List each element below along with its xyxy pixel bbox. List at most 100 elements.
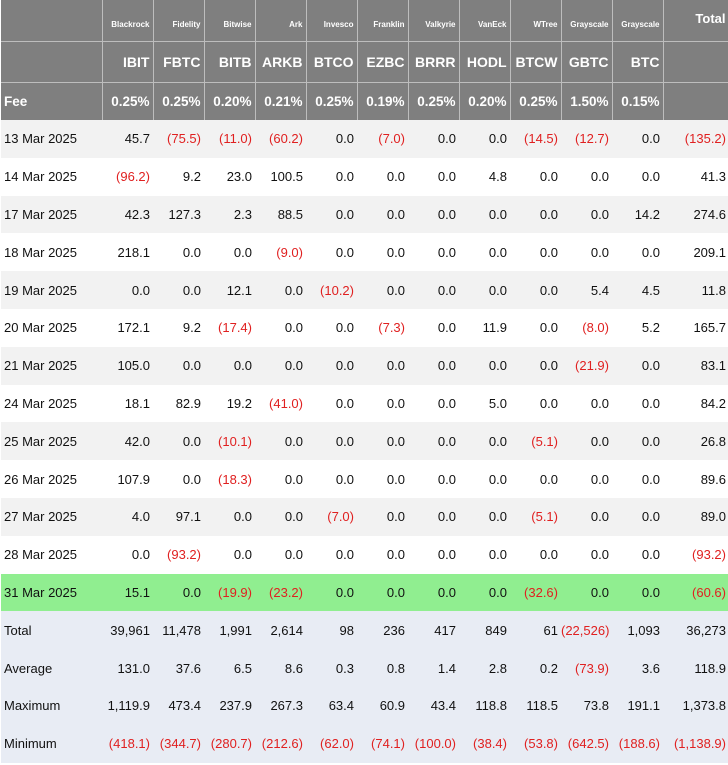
flow-cell: 0.0 <box>612 497 663 536</box>
flow-cell: 0.0 <box>204 535 255 574</box>
flow-cell: 0.0 <box>255 535 306 574</box>
flow-cell: 4.8 <box>459 157 510 196</box>
summary-cell: 1,373.8 <box>663 686 728 725</box>
summary-cell: 237.9 <box>204 686 255 725</box>
summary-cell: (22,526) <box>561 611 612 650</box>
flow-cell: 0.0 <box>153 346 204 385</box>
flow-cell: 0.0 <box>408 460 459 498</box>
summary-cell: 267.3 <box>255 686 306 725</box>
flow-cell: 0.0 <box>408 384 459 423</box>
flow-cell: 0.0 <box>408 233 459 272</box>
flow-cell: 4.5 <box>612 271 663 309</box>
summary-row: Maximum 1,119.9 473.4 237.9 267.3 63.4 60.9 43.… <box>1 686 728 725</box>
flow-cell: 0.0 <box>357 460 408 498</box>
flow-cell: 0.0 <box>408 195 459 234</box>
flow-cell: (7.3) <box>357 308 408 347</box>
summary-cell: (53.8) <box>510 724 561 763</box>
flow-cell: 0.0 <box>561 422 612 461</box>
summary-cell: 118.5 <box>510 686 561 725</box>
flow-cell: 0.0 <box>510 346 561 385</box>
summary-label: Average <box>1 649 102 687</box>
flow-cell: 19.2 <box>204 384 255 423</box>
summary-cell: 37.6 <box>153 649 204 687</box>
summary-cell: 0.3 <box>306 649 357 687</box>
summary-cell: 0.8 <box>357 649 408 687</box>
date-cell: 14 Mar 2025 <box>1 157 102 196</box>
flow-cell: 209.1 <box>663 233 728 272</box>
date-cell: 18 Mar 2025 <box>1 233 102 272</box>
summary-label: Minimum <box>1 724 102 763</box>
issuer-header-cell: Grayscale <box>612 0 664 42</box>
flow-cell: (17.4) <box>204 308 255 347</box>
fee-header-cell <box>663 82 728 120</box>
flow-cell: 0.0 <box>357 384 408 423</box>
table-row: 25 Mar 2025 42.0 0.0 (10.1) 0.0 0.0 0.0 0.0 0.0(… <box>1 422 728 461</box>
flow-cell: 0.0 <box>510 384 561 423</box>
summary-cell: (1,138.9) <box>663 724 728 763</box>
table-row: 14 Mar 2025 (96.2) 9.2 23.0 100.5 0.0 0.0 0.0 4.… <box>1 157 728 196</box>
summary-cell: 73.8 <box>561 686 612 725</box>
flow-cell: 107.9 <box>102 460 153 498</box>
flow-cell: 0.0 <box>357 195 408 234</box>
summary-cell: 131.0 <box>102 649 153 687</box>
flow-cell: 0.0 <box>561 497 612 536</box>
summary-cell: (62.0) <box>306 724 357 763</box>
flow-cell: 172.1 <box>102 308 153 347</box>
flow-cell: 0.0 <box>459 535 510 574</box>
flow-cell: 0.0 <box>357 346 408 385</box>
flow-cell: 5.4 <box>561 271 612 309</box>
fee-header-cell: 0.25% <box>408 82 460 120</box>
flow-cell: 0.0 <box>357 497 408 536</box>
summary-cell: 1,991 <box>204 611 255 650</box>
flow-cell: 0.0 <box>459 497 510 536</box>
flow-cell: 0.0 <box>153 573 204 612</box>
flow-cell: 0.0 <box>612 535 663 574</box>
ticker-header-cell: ARKB <box>255 41 307 83</box>
table-row: 20 Mar 2025 172.1 9.2 (17.4) 0.0 0.0 (7.3) 0.0 1… <box>1 308 728 347</box>
flow-cell: 0.0 <box>255 346 306 385</box>
fee-header-row: Fee 0.25% 0.25% 0.20% 0.21% 0.25% 0.19% 0.25% 0.… <box>1 82 728 120</box>
summary-cell: 43.4 <box>408 686 459 725</box>
flow-cell: 165.7 <box>663 308 728 347</box>
flow-cell: 0.0 <box>306 460 357 498</box>
flow-cell: (11.0) <box>204 120 255 158</box>
flow-cell: 0.0 <box>204 497 255 536</box>
date-cell: 24 Mar 2025 <box>1 384 102 423</box>
date-cell: 31 Mar 2025 <box>1 573 102 612</box>
flow-cell: 0.0 <box>255 497 306 536</box>
issuer-header-cell: Total <box>663 0 728 42</box>
flow-cell: 0.0 <box>612 346 663 385</box>
table-row: 24 Mar 2025 18.1 82.9 19.2 (41.0) 0.0 0.0 0.0 5.… <box>1 384 728 423</box>
summary-cell: 11,478 <box>153 611 204 650</box>
flow-cell: 0.0 <box>153 233 204 272</box>
flow-cell: (60.2) <box>255 120 306 158</box>
fee-header-cell: 1.50% <box>561 82 613 120</box>
issuer-header-cell: Ark <box>255 0 307 42</box>
flow-cell: (7.0) <box>306 497 357 536</box>
flow-cell: 89.0 <box>663 497 728 536</box>
fee-header-cell: 0.25% <box>306 82 358 120</box>
flow-cell: 0.0 <box>153 422 204 461</box>
ticker-header-row: IBIT FBTC BITB ARKB BTCO EZBC BRRR HODL BTCW GBTC… <box>1 41 728 83</box>
flow-cell: (14.5) <box>510 120 561 158</box>
issuer-header-cell: Bitwise <box>204 0 256 42</box>
summary-cell: 60.9 <box>357 686 408 725</box>
issuer-header-cell: WTree <box>510 0 562 42</box>
flow-cell: (60.6) <box>663 573 728 612</box>
flow-cell: 0.0 <box>408 346 459 385</box>
summary-cell: 1,093 <box>612 611 663 650</box>
flow-cell: 83.1 <box>663 346 728 385</box>
flow-cell: 0.0 <box>612 384 663 423</box>
summary-cell: 3.6 <box>612 649 663 687</box>
flow-cell: 11.9 <box>459 308 510 347</box>
flow-cell: 0.0 <box>612 460 663 498</box>
flow-cell: 0.0 <box>561 384 612 423</box>
fee-header-cell: 0.25% <box>102 82 154 120</box>
summary-cell: 118.9 <box>663 649 728 687</box>
flow-cell: 0.0 <box>102 535 153 574</box>
summary-cell: 1.4 <box>408 649 459 687</box>
fee-header-cell: 0.25% <box>153 82 205 120</box>
flow-cell: 0.0 <box>408 271 459 309</box>
summary-cell: 118.8 <box>459 686 510 725</box>
